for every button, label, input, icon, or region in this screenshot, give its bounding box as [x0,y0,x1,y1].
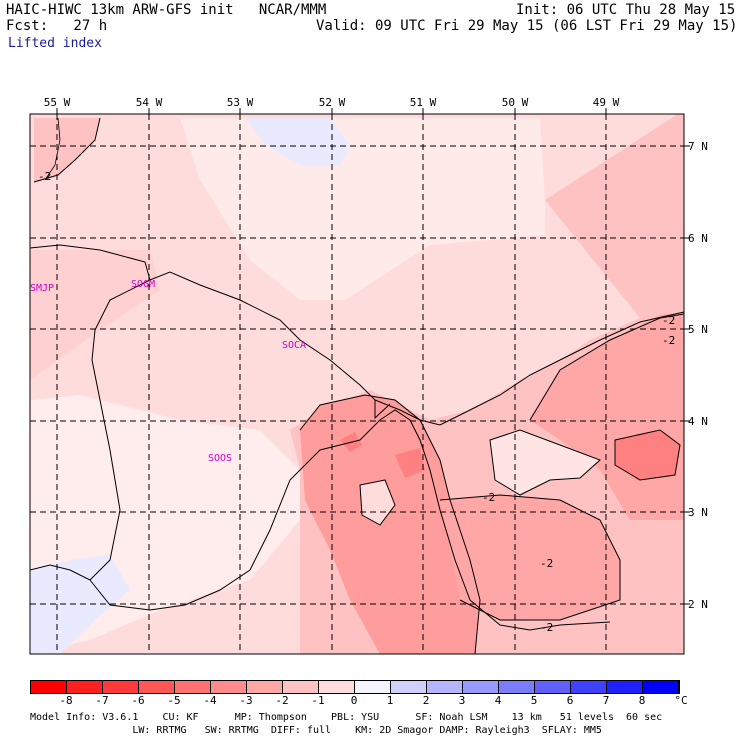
shade-near-zero [180,118,545,300]
colorbar-cell [355,681,391,693]
colorbar-tick-label: -5 [167,694,181,707]
colorbar-tick-label: -4 [203,694,217,707]
colorbar-tick-label: 8 [638,694,646,707]
colorbar-tick-label: -2 [275,694,289,707]
colorbar-tick-label: -6 [131,694,145,707]
contour-label: -2 [38,170,51,183]
station-label: SMJP [30,283,55,294]
contour-line [439,494,621,621]
forecast-hour: Fcst: 27 h [6,18,108,34]
colorbar-cell [643,681,679,693]
shade-hole [490,430,600,495]
colorbar-cell [535,681,571,693]
lon-label: 53 W [226,96,254,109]
colorbar-cell [103,681,139,693]
colorbar-cell [427,681,463,693]
shade-minus-two [440,495,620,620]
colorbar-cell [571,681,607,693]
border [374,400,391,420]
shade-hole [360,480,395,525]
colorbar-tick-label: 0 [350,694,358,707]
border [30,279,151,581]
shade-minus-one [34,118,100,182]
contour-label: -2 [662,314,675,327]
coastline [30,244,684,426]
colorbar-cell [139,681,175,693]
colorbar-tick-label: 1 [386,694,394,707]
lon-label: 55 W [43,96,71,109]
lon-label: 51 W [409,96,437,109]
contour-line [529,313,684,421]
station-label: SOGM [131,279,156,290]
contour-line [33,117,101,183]
colorbar-cell [463,681,499,693]
station-label: SOCA [282,340,307,351]
map-frame [29,113,685,655]
lon-label: 54 W [135,96,163,109]
lat-label: 2 N [688,598,708,611]
shade-minus-three [615,430,680,480]
shade-positive [245,118,350,165]
lat-label: 7 N [688,140,708,153]
colorbar-cell [499,681,535,693]
colorbar-cell [175,681,211,693]
shade-minus-one [30,250,160,380]
colorbar-cell [31,681,67,693]
colorbar-cell [283,681,319,693]
colorbar-tick-label: -1 [311,694,325,707]
colorbar-tick-label: 6 [566,694,574,707]
contour-label: -2 [662,334,675,347]
lat-label: 3 N [688,506,708,519]
border [44,117,61,181]
model-title: HAIC-HIWC 13km ARW-GFS init NCAR/MMM [6,2,327,18]
field-name: Lifted index [8,36,102,51]
colorbar-tick-label: -3 [239,694,253,707]
init-time: Init: 06 UTC Thu 28 May 15 [516,2,736,18]
contour-line [489,429,601,496]
shade-minus-two [300,395,480,654]
colorbar-tick-label: -8 [59,694,73,707]
lat-label: 6 N [688,232,708,245]
model-physics: LW: RRTMG SW: RRTMG DIFF: full KM: 2D Sm… [30,725,602,736]
colorbar-cell [319,681,355,693]
contour-line [359,479,396,526]
colorbar-cell [211,681,247,693]
contour-label: -2 [540,557,553,570]
model-info: Model Info: V3.6.1 CU: KF MP: Thompson P… [30,712,663,723]
shade-minus-three [395,448,425,478]
colorbar-tick-label: 3 [458,694,466,707]
colorbar-tick-label: 2 [422,694,430,707]
colorbar-unit: °C [674,694,688,707]
contour-label: -2 [482,491,495,504]
lon-label: 50 W [501,96,529,109]
contour-line [614,429,681,481]
contour-line [299,394,481,654]
lat-label: 5 N [688,323,708,336]
colorbar-tick-label: -7 [95,694,109,707]
colorbar-cell [391,681,427,693]
colorbar-tick-label: 7 [602,694,610,707]
colorbar-cell [247,681,283,693]
colorbar-tick-label: 5 [530,694,538,707]
colorbar-cell [607,681,643,693]
contour-label: -2 [540,621,553,634]
station-label: SOOS [208,453,233,464]
lat-label: 4 N [688,415,708,428]
valid-time: Valid: 09 UTC Fri 29 May 15 (06 LST Fri … [316,18,738,34]
colorbar [30,680,680,694]
colorbar-cell [67,681,103,693]
lon-label: 49 W [592,96,620,109]
colorbar-tick-label: 4 [494,694,502,707]
lon-label: 52 W [318,96,346,109]
